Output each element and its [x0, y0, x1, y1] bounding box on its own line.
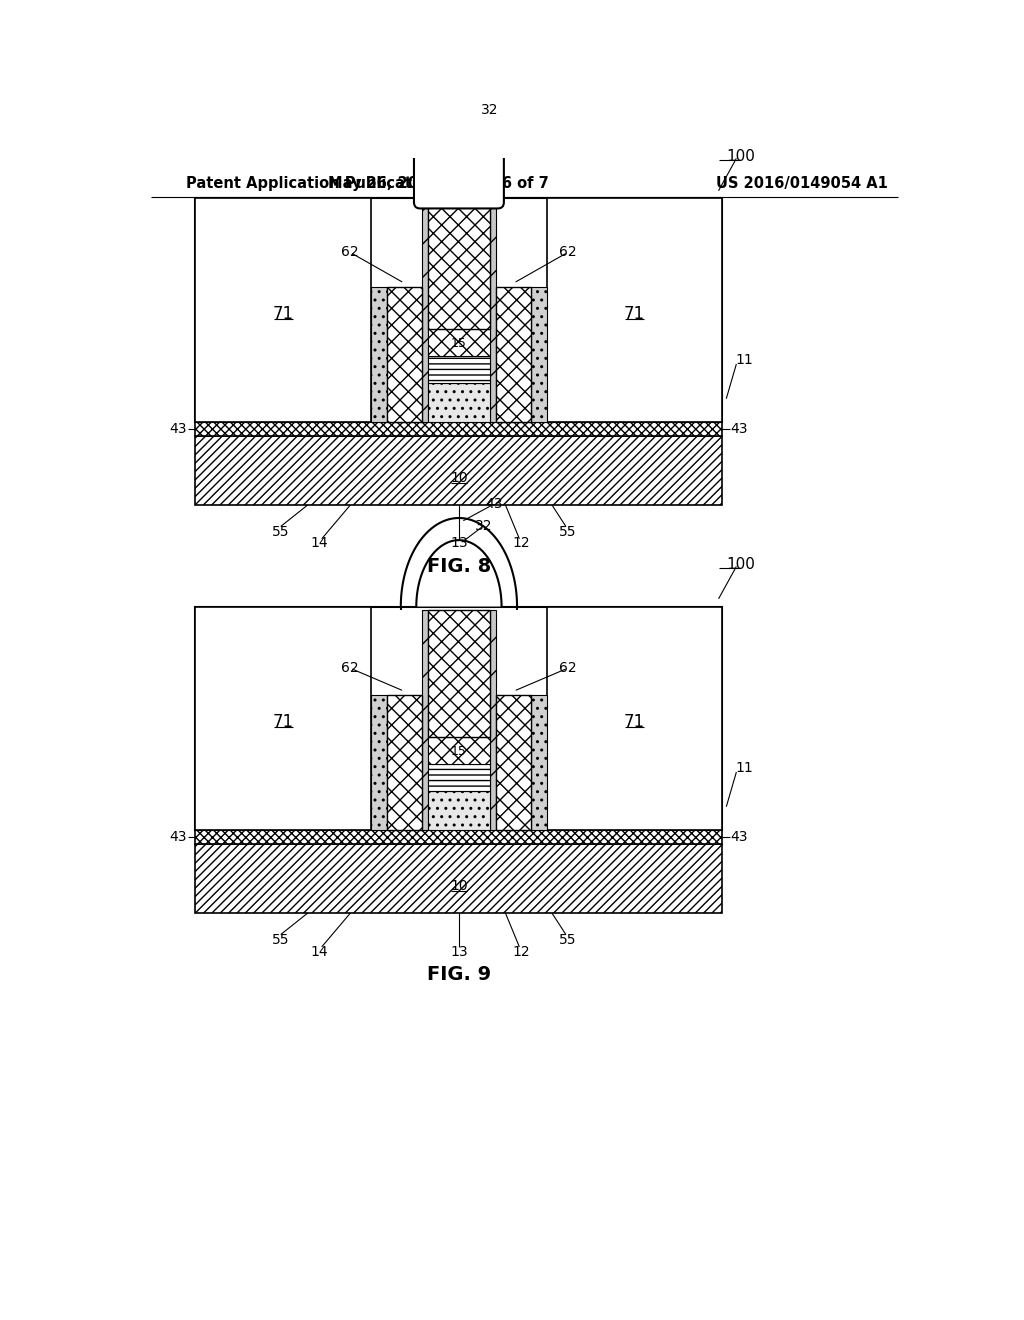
Bar — [428, 610, 489, 738]
Text: 13: 13 — [451, 945, 468, 958]
Bar — [531, 696, 547, 830]
Bar — [496, 286, 531, 422]
Bar — [547, 607, 722, 830]
Text: 15: 15 — [451, 744, 467, 758]
Bar — [196, 843, 722, 913]
Bar — [547, 198, 722, 422]
Text: FIG. 9: FIG. 9 — [427, 965, 490, 985]
Text: 10: 10 — [451, 471, 468, 484]
Text: 55: 55 — [272, 525, 290, 539]
Polygon shape — [489, 610, 496, 830]
Bar — [496, 696, 531, 830]
Bar — [387, 286, 422, 422]
Polygon shape — [422, 610, 428, 830]
Text: 32: 32 — [475, 519, 493, 533]
Text: 11: 11 — [735, 354, 753, 367]
Bar — [196, 607, 722, 830]
Bar — [196, 830, 722, 843]
Text: 14: 14 — [310, 536, 329, 550]
Text: 71: 71 — [624, 713, 645, 731]
Text: 11: 11 — [735, 762, 753, 775]
Text: 10: 10 — [451, 879, 468, 894]
Bar — [196, 422, 722, 436]
Bar — [428, 764, 489, 792]
Bar — [531, 286, 547, 422]
Text: 15: 15 — [451, 337, 467, 350]
FancyBboxPatch shape — [414, 119, 504, 209]
Text: 32: 32 — [481, 103, 499, 117]
Text: 62: 62 — [559, 661, 577, 675]
Text: 43: 43 — [731, 421, 749, 436]
Text: 71: 71 — [272, 713, 294, 731]
Text: 55: 55 — [559, 525, 577, 539]
Text: 43: 43 — [731, 830, 749, 843]
Text: 100: 100 — [726, 149, 755, 164]
Text: 14: 14 — [310, 945, 329, 958]
Bar — [196, 436, 722, 506]
Bar — [428, 202, 489, 330]
Text: 13: 13 — [451, 536, 468, 550]
Text: 62: 62 — [559, 246, 577, 259]
Bar — [196, 607, 372, 830]
Bar — [428, 792, 489, 830]
Text: 55: 55 — [272, 933, 290, 946]
Bar — [196, 198, 722, 422]
Text: 71: 71 — [272, 305, 294, 323]
Polygon shape — [417, 540, 502, 607]
Text: 100: 100 — [726, 557, 755, 572]
Bar — [428, 738, 489, 764]
Text: 62: 62 — [341, 246, 358, 259]
Text: FIG. 8: FIG. 8 — [427, 557, 492, 576]
Text: Patent Application Publication: Patent Application Publication — [186, 176, 437, 190]
Text: May 26, 2016  Sheet 6 of 7: May 26, 2016 Sheet 6 of 7 — [328, 176, 549, 190]
Bar — [428, 330, 489, 356]
Text: US 2016/0149054 A1: US 2016/0149054 A1 — [717, 176, 888, 190]
Text: 55: 55 — [559, 933, 577, 946]
Text: 62: 62 — [341, 661, 358, 675]
Bar — [428, 383, 489, 422]
Polygon shape — [422, 202, 428, 422]
Text: 71: 71 — [624, 305, 645, 323]
Text: 43: 43 — [170, 830, 187, 843]
Bar — [196, 198, 372, 422]
Text: 43: 43 — [170, 421, 187, 436]
Bar — [372, 696, 387, 830]
Text: 12: 12 — [512, 536, 529, 550]
Bar — [422, 133, 496, 198]
Text: 12: 12 — [512, 945, 529, 958]
Polygon shape — [489, 202, 496, 422]
Bar — [428, 356, 489, 383]
Text: 43: 43 — [485, 498, 503, 511]
Bar — [372, 286, 387, 422]
Bar — [387, 696, 422, 830]
